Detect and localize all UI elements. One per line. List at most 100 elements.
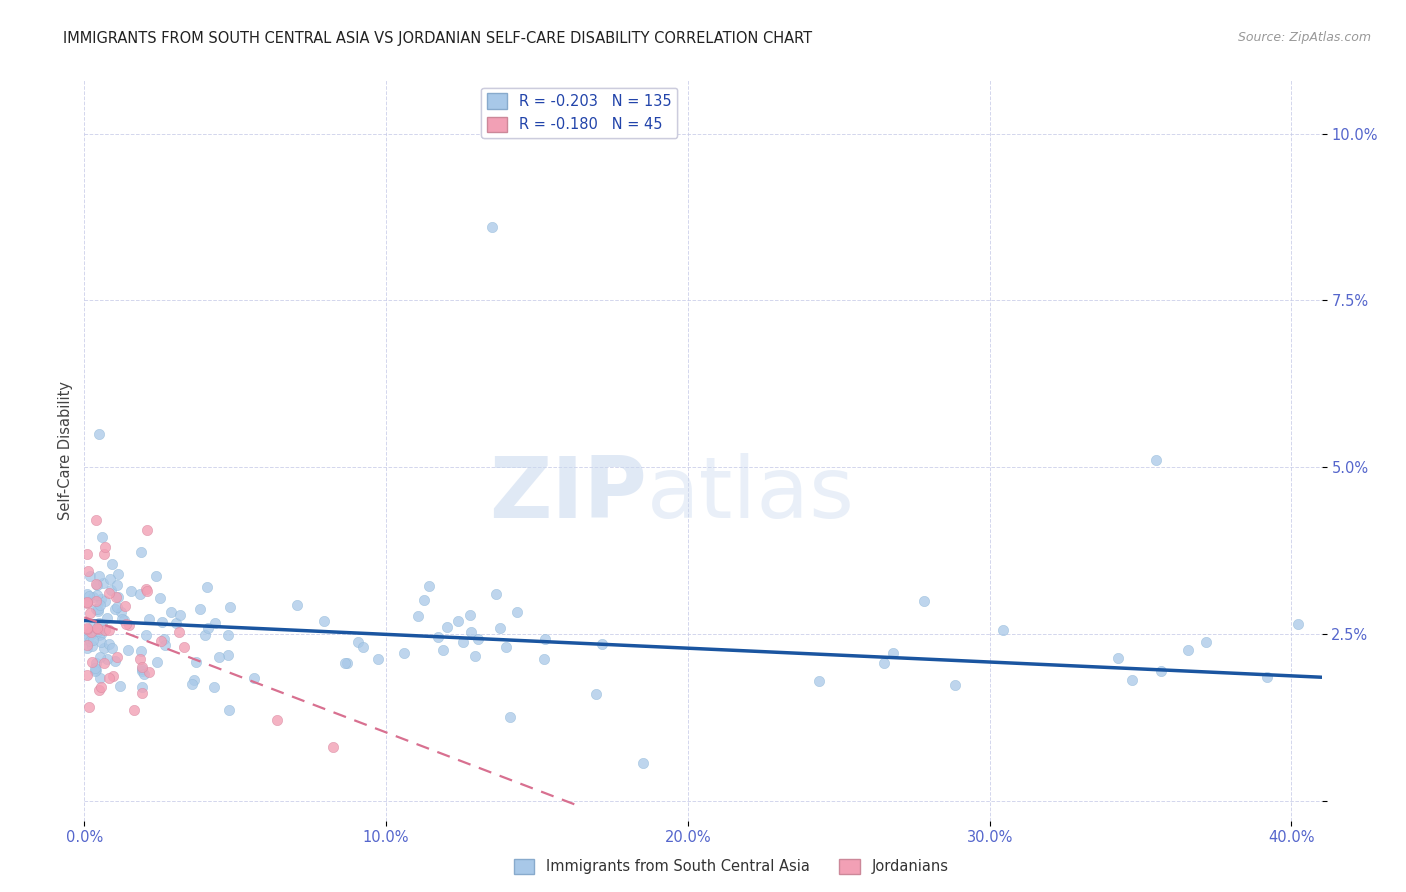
Point — [76, 595, 98, 609]
Point — [333, 656, 356, 670]
Point — [107, 566, 129, 581]
Point — [912, 593, 935, 607]
Point — [219, 599, 242, 614]
Point — [155, 639, 177, 653]
Point — [96, 652, 118, 666]
Point — [118, 617, 141, 632]
Point — [94, 593, 117, 607]
Text: atlas: atlas — [647, 453, 855, 536]
Point — [107, 650, 129, 665]
Point — [86, 621, 108, 635]
Point — [285, 598, 308, 612]
Text: IMMIGRANTS FROM SOUTH CENTRAL ASIA VS JORDANIAN SELF-CARE DISABILITY CORRELATION: IMMIGRANTS FROM SOUTH CENTRAL ASIA VS JO… — [63, 31, 813, 46]
Point — [80, 640, 103, 654]
Point — [138, 612, 160, 626]
Point — [87, 628, 110, 642]
Point — [184, 656, 207, 670]
Legend: Immigrants from South Central Asia, Jordanians: Immigrants from South Central Asia, Jord… — [508, 853, 955, 880]
Point — [89, 426, 111, 441]
Point — [97, 585, 120, 599]
Point — [76, 595, 98, 609]
Point — [89, 649, 111, 664]
Point — [138, 665, 160, 679]
Point — [197, 580, 219, 594]
Point — [87, 569, 110, 583]
Point — [943, 678, 966, 692]
Point — [266, 713, 288, 727]
Point — [86, 588, 108, 602]
Point — [87, 682, 110, 697]
Point — [87, 602, 110, 616]
Point — [135, 628, 157, 642]
Point — [77, 589, 100, 603]
Point — [197, 621, 219, 635]
Point — [105, 599, 128, 614]
Point — [467, 632, 489, 646]
Point — [412, 592, 434, 607]
Point — [77, 700, 100, 714]
Point — [131, 662, 153, 676]
Point — [152, 632, 174, 646]
Point — [488, 621, 510, 635]
Point — [132, 667, 155, 681]
Point — [101, 558, 124, 572]
Point — [352, 640, 374, 654]
Point — [446, 614, 468, 628]
Point — [117, 642, 139, 657]
Point — [97, 637, 120, 651]
Point — [207, 650, 229, 665]
Point — [432, 642, 454, 657]
Point — [90, 591, 112, 606]
Point — [145, 655, 167, 669]
Point — [76, 564, 98, 578]
Point — [367, 652, 389, 666]
Point — [93, 641, 115, 656]
Point — [93, 656, 115, 670]
Point — [129, 587, 152, 601]
Point — [882, 646, 904, 660]
Point — [86, 624, 108, 638]
Point — [97, 623, 120, 637]
Point — [460, 625, 482, 640]
Point — [131, 664, 153, 678]
Point — [76, 631, 98, 645]
Point — [115, 617, 138, 632]
Point — [149, 634, 172, 648]
Point — [98, 671, 121, 685]
Legend: R = -0.203   N = 135, R = -0.180   N = 45: R = -0.203 N = 135, R = -0.180 N = 45 — [481, 87, 678, 138]
Point — [93, 623, 115, 637]
Point — [585, 687, 607, 701]
Point — [991, 623, 1014, 637]
Point — [84, 602, 107, 616]
Point — [392, 646, 415, 660]
Point — [873, 656, 896, 670]
Y-axis label: Self-Care Disability: Self-Care Disability — [58, 381, 73, 520]
Point — [76, 587, 98, 601]
Point — [436, 620, 458, 634]
Point — [80, 625, 103, 640]
Text: ZIP: ZIP — [489, 453, 647, 536]
Point — [86, 577, 108, 591]
Point — [82, 633, 104, 648]
Point — [159, 605, 181, 619]
Point — [135, 582, 157, 596]
Point — [82, 620, 104, 634]
Point — [110, 606, 132, 620]
Point — [194, 627, 217, 641]
Point — [481, 220, 503, 235]
Point — [90, 680, 112, 694]
Point — [217, 628, 239, 642]
Point — [83, 661, 105, 675]
Point — [104, 654, 127, 668]
Point — [145, 569, 167, 583]
Point — [108, 679, 131, 693]
Point — [188, 601, 211, 615]
Point — [89, 599, 111, 613]
Point — [87, 623, 110, 637]
Point — [82, 590, 104, 604]
Point — [90, 635, 112, 649]
Point — [347, 635, 370, 649]
Point — [98, 572, 121, 586]
Point — [166, 615, 188, 630]
Point — [93, 548, 115, 562]
